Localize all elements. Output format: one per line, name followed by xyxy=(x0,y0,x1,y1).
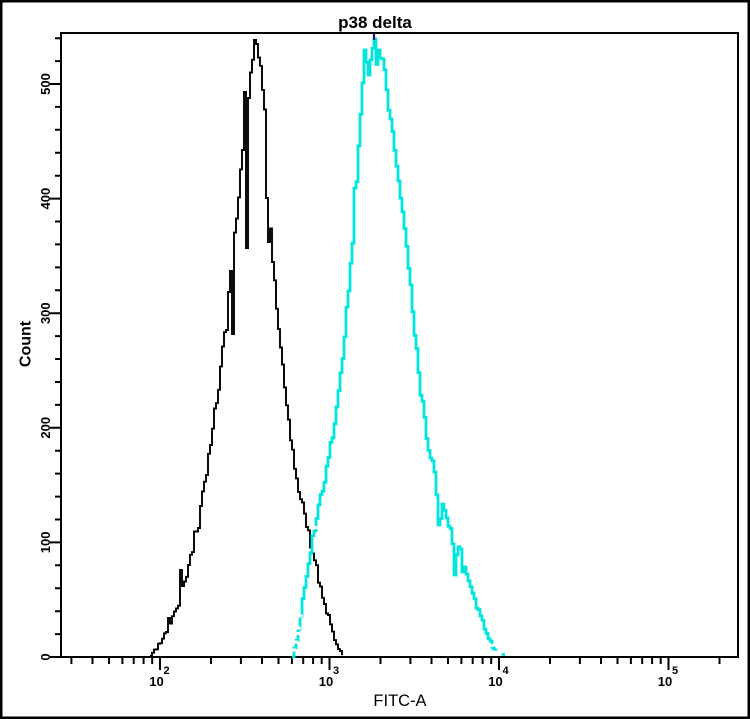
svg-text:Count: Count xyxy=(18,320,35,367)
svg-text:300: 300 xyxy=(38,302,53,324)
svg-text:10: 10 xyxy=(319,674,333,689)
svg-text:10: 10 xyxy=(658,674,672,689)
svg-text:4: 4 xyxy=(503,665,510,677)
svg-text:p38 delta: p38 delta xyxy=(338,13,412,32)
svg-text:500: 500 xyxy=(38,73,53,95)
svg-text:10: 10 xyxy=(488,674,502,689)
svg-text:3: 3 xyxy=(333,665,339,677)
svg-text:FITC-A: FITC-A xyxy=(373,692,426,710)
svg-text:10: 10 xyxy=(149,674,163,689)
svg-text:5: 5 xyxy=(672,665,678,677)
svg-text:2: 2 xyxy=(164,665,170,677)
svg-text:200: 200 xyxy=(38,417,53,439)
svg-text:400: 400 xyxy=(38,188,53,210)
svg-text:0: 0 xyxy=(38,653,53,660)
svg-text:100: 100 xyxy=(38,532,53,554)
